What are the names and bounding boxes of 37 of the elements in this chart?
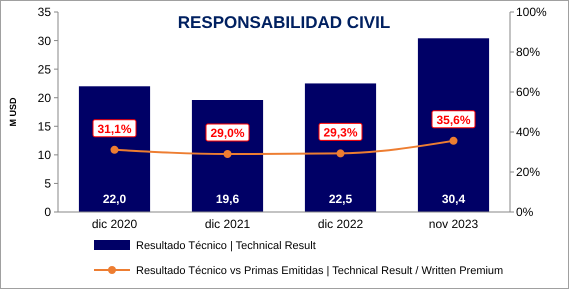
x-tick-label: nov 2023 (428, 217, 479, 231)
x-tick-label: dic 2021 (204, 217, 251, 231)
legend-label: Resultado Técnico | Technical Result (136, 240, 316, 252)
y-tick-label: 30 (38, 34, 52, 48)
data-label: 22,0 (102, 192, 126, 206)
point (336, 149, 344, 158)
point (450, 136, 458, 145)
y2-tick-label: 60% (516, 85, 540, 100)
x-tick-label: dic 2020 (92, 217, 138, 231)
bar (78, 86, 150, 212)
y2-tick-label: 0% (516, 205, 534, 220)
point (110, 146, 118, 154)
y2-tick-label: 20% (516, 165, 540, 180)
y-tick-label: 25 (38, 62, 52, 76)
chart-title: RESPONSABILIDAD CIVIL (178, 13, 390, 32)
data-label: 30,4 (442, 192, 466, 206)
data-label: 22,5 (328, 192, 352, 206)
y2-tick-label: 80% (516, 45, 540, 60)
y-tick-label: 35 (38, 5, 52, 20)
y-tick-label: 10 (38, 148, 52, 162)
data-label: 29,0% (210, 126, 245, 140)
y-tick-label: 5 (44, 176, 52, 191)
y-tick-label: 20 (38, 90, 52, 105)
point (224, 150, 232, 158)
y-tick-label: 0 (44, 205, 52, 220)
y2-tick-label: 100% (516, 5, 548, 20)
bar (418, 38, 490, 212)
bar (304, 83, 376, 212)
data-label: 31,1% (97, 122, 132, 136)
y-axis-title: M USD (8, 97, 18, 126)
data-label: 19,6 (216, 192, 240, 206)
data-label: 29,3% (323, 125, 358, 140)
y2-tick-label: 40% (516, 125, 540, 140)
y-tick-label: 15 (38, 119, 52, 134)
legend-label: Resultado Técnico vs Primas Emitidas | Technical Result / Written Premium (136, 264, 504, 277)
data-label: 35,6% (436, 112, 471, 127)
x-tick-label: dic 2022 (318, 217, 364, 231)
